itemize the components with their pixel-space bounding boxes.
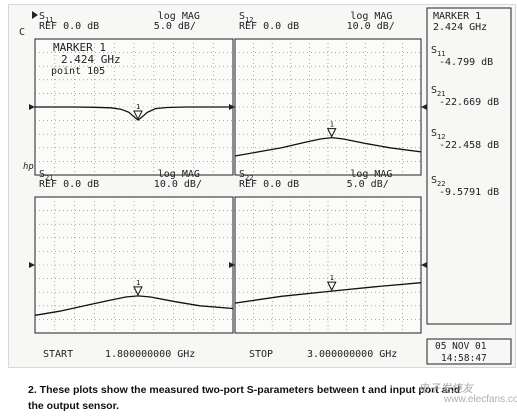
stop-label: STOP	[249, 349, 273, 360]
ref-arrow-left	[229, 262, 235, 268]
start-value: 1.800000000 GHz	[105, 349, 195, 360]
panel-scale-type: log MAG	[158, 11, 200, 22]
ref-arrow-left	[29, 262, 35, 268]
marker-triangle	[133, 110, 143, 121]
marker-triangle	[326, 281, 337, 292]
s21-trace	[34, 295, 234, 316]
side-readout-s12-value: -22.458 dB	[439, 140, 499, 151]
panel-param-label: S22	[239, 169, 253, 182]
caption-line2: the output sensor.	[28, 400, 120, 412]
watermark-url: www.elecfans.com	[444, 394, 517, 405]
marker-number: 1	[330, 121, 334, 129]
panel-scale-type: log MAG	[350, 169, 392, 180]
marker-triangle	[326, 128, 337, 138]
panel-param-label: S11	[39, 11, 53, 24]
side-marker-title: MARKER 1	[433, 11, 481, 22]
marker-number: 1	[136, 279, 140, 287]
side-readout-s21-value: -22.669 dB	[439, 97, 499, 108]
side-readout-s11-value: -4.799 dB	[439, 57, 493, 68]
panel-ref-label: REF 0.0 dB	[39, 21, 99, 32]
panel-scale-type: log MAG	[350, 11, 392, 22]
side-marker-freq: 2.424 GHz	[433, 22, 487, 33]
time-readout: 14:58:47	[441, 353, 487, 364]
stop-value: 3.000000000 GHz	[307, 349, 397, 360]
ref-arrow-left	[29, 104, 35, 110]
marker-number: 1	[330, 274, 334, 282]
side-readout-s22-param: S22	[431, 175, 445, 188]
figure-caption: 2. These plots show the measured two-por…	[28, 382, 508, 414]
panel-scale-type: log MAG	[158, 169, 200, 180]
footer: START 1.800000000 GHz STOP 3.000000000 G…	[43, 338, 512, 365]
panel-ref-label: REF 0.0 dB	[239, 21, 299, 32]
date-readout: 05 NOV 01	[435, 341, 487, 352]
s11-trace	[35, 106, 233, 121]
ref-arrow-right	[421, 104, 427, 110]
marker-title: MARKER 1	[53, 41, 106, 54]
panel-ref-label: REF 0.0 dB	[39, 179, 99, 190]
watermark-text: 电子发烧友	[418, 383, 473, 395]
marker-number: 1	[136, 103, 140, 111]
marker-frequency: 2.424 GHz	[61, 53, 121, 66]
hp-logo: hp	[23, 162, 34, 172]
side-readout-s11-param: S11	[431, 45, 445, 58]
ref-arrow-right	[421, 262, 427, 268]
marker-point: point 105	[51, 66, 105, 77]
side-readout-s21-param: S21	[431, 85, 445, 98]
panel-param-label: S21	[39, 169, 53, 182]
marker-triangle	[133, 286, 143, 296]
panel-scale-value: 10.0 dB/	[347, 21, 395, 32]
panel-scale-value: 5.0 dB/	[347, 179, 389, 190]
caption-line1: 2. These plots show the measured two-por…	[28, 384, 366, 396]
ref-arrow-left	[229, 104, 235, 110]
s12-trace	[234, 136, 422, 157]
caption-line1-tail: and input port and	[368, 384, 461, 396]
timestamp-box	[426, 338, 512, 365]
marker-readout-panel: MARKER 1 2.424 GHz S11 -4.799 dB S21 -22…	[426, 7, 512, 325]
panel-scale-value: 10.0 dB/	[154, 179, 202, 190]
side-readout-s22-value: -9.5791 dB	[439, 187, 499, 198]
panel-ref-label: REF 0.0 dB	[239, 179, 299, 190]
start-label: START	[43, 349, 73, 360]
analyzer-screen: S11 REF 0.0 dB log MAG 5.0 dB/C 1 MARKER 1 2.4…	[8, 4, 516, 368]
side-readout-s12-param: S12	[431, 128, 445, 141]
panel-scale-value: 5.0 dB/	[154, 21, 196, 32]
ref-symbol: C	[19, 27, 25, 38]
panel-param-label: S12	[239, 11, 253, 24]
active-channel-icon	[32, 11, 38, 19]
